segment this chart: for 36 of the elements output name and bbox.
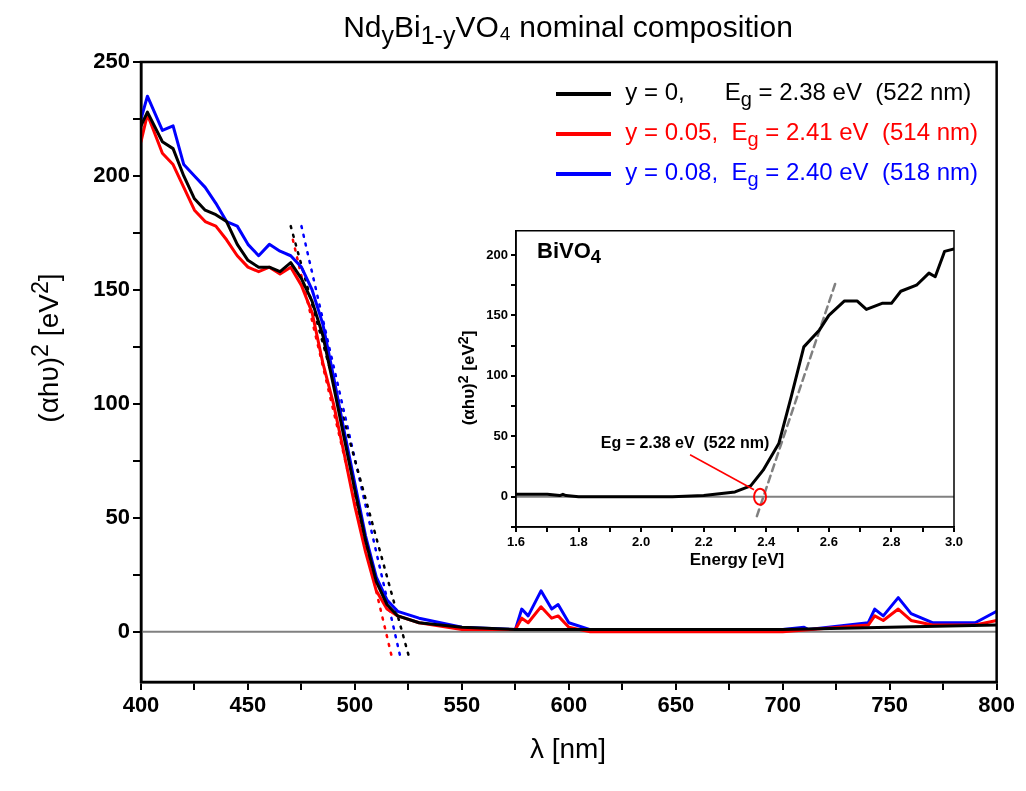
x-tick-label: 3.0	[944, 534, 964, 550]
x-tick-label: 2.2	[694, 534, 713, 550]
x-tick-label: 400	[122, 692, 160, 718]
annotation: Eg = 2.38 eV (522 nm)	[600, 434, 770, 452]
y-tick-label: 200	[93, 162, 130, 188]
annotation: BiVO$_{4}$	[537, 238, 601, 269]
y-tick-label: 250	[93, 48, 130, 74]
y-tick-label: 50	[105, 503, 130, 529]
legend-label: y = 0.05, E$_{g}$ = 2.41 eV (514 nm)	[625, 117, 978, 151]
x-tick-label: 2.4	[757, 534, 777, 550]
y-tick-label: 0	[500, 488, 508, 504]
x-tick-label: 600	[550, 692, 588, 718]
x-tick-label: 550	[443, 692, 481, 718]
x-tick-label: 500	[336, 692, 374, 718]
y-tick-label: 100	[93, 389, 130, 415]
y-tick-label: 100	[486, 367, 508, 383]
x-tick-label: 700	[764, 692, 802, 718]
x-axis-title: λ [nm]	[529, 733, 607, 765]
chart-title: Nd$_{y}$Bi$_{1-y}$VO₄ nominal composition	[343, 10, 793, 50]
x-tick-label: 2.6	[819, 534, 838, 550]
x-tick-label: 750	[871, 692, 909, 718]
y-tick-label: 150	[93, 276, 130, 301]
x-tick-label: 2.0	[632, 534, 651, 550]
x-tick-label: 1.8	[569, 534, 588, 550]
x-tick-label: 1.6	[506, 534, 526, 550]
x-tick-label: 2.8	[882, 534, 901, 550]
legend-label: y = 0, E$_{g}$ = 2.38 eV (522 nm)	[625, 77, 972, 111]
y-tick-label: 200	[486, 246, 508, 262]
legend-label: y = 0.08, E$_{g}$ = 2.40 eV (518 nm)	[625, 157, 978, 191]
x-axis-title: Energy [eV]	[689, 550, 785, 570]
y-tick-label: 50	[493, 427, 508, 443]
y-tick-label: 0	[117, 617, 130, 643]
x-tick-label: 450	[229, 692, 267, 718]
x-tick-label: 650	[657, 692, 695, 718]
y-tick-label: 150	[486, 307, 508, 323]
x-tick-label: 800	[978, 692, 1016, 718]
